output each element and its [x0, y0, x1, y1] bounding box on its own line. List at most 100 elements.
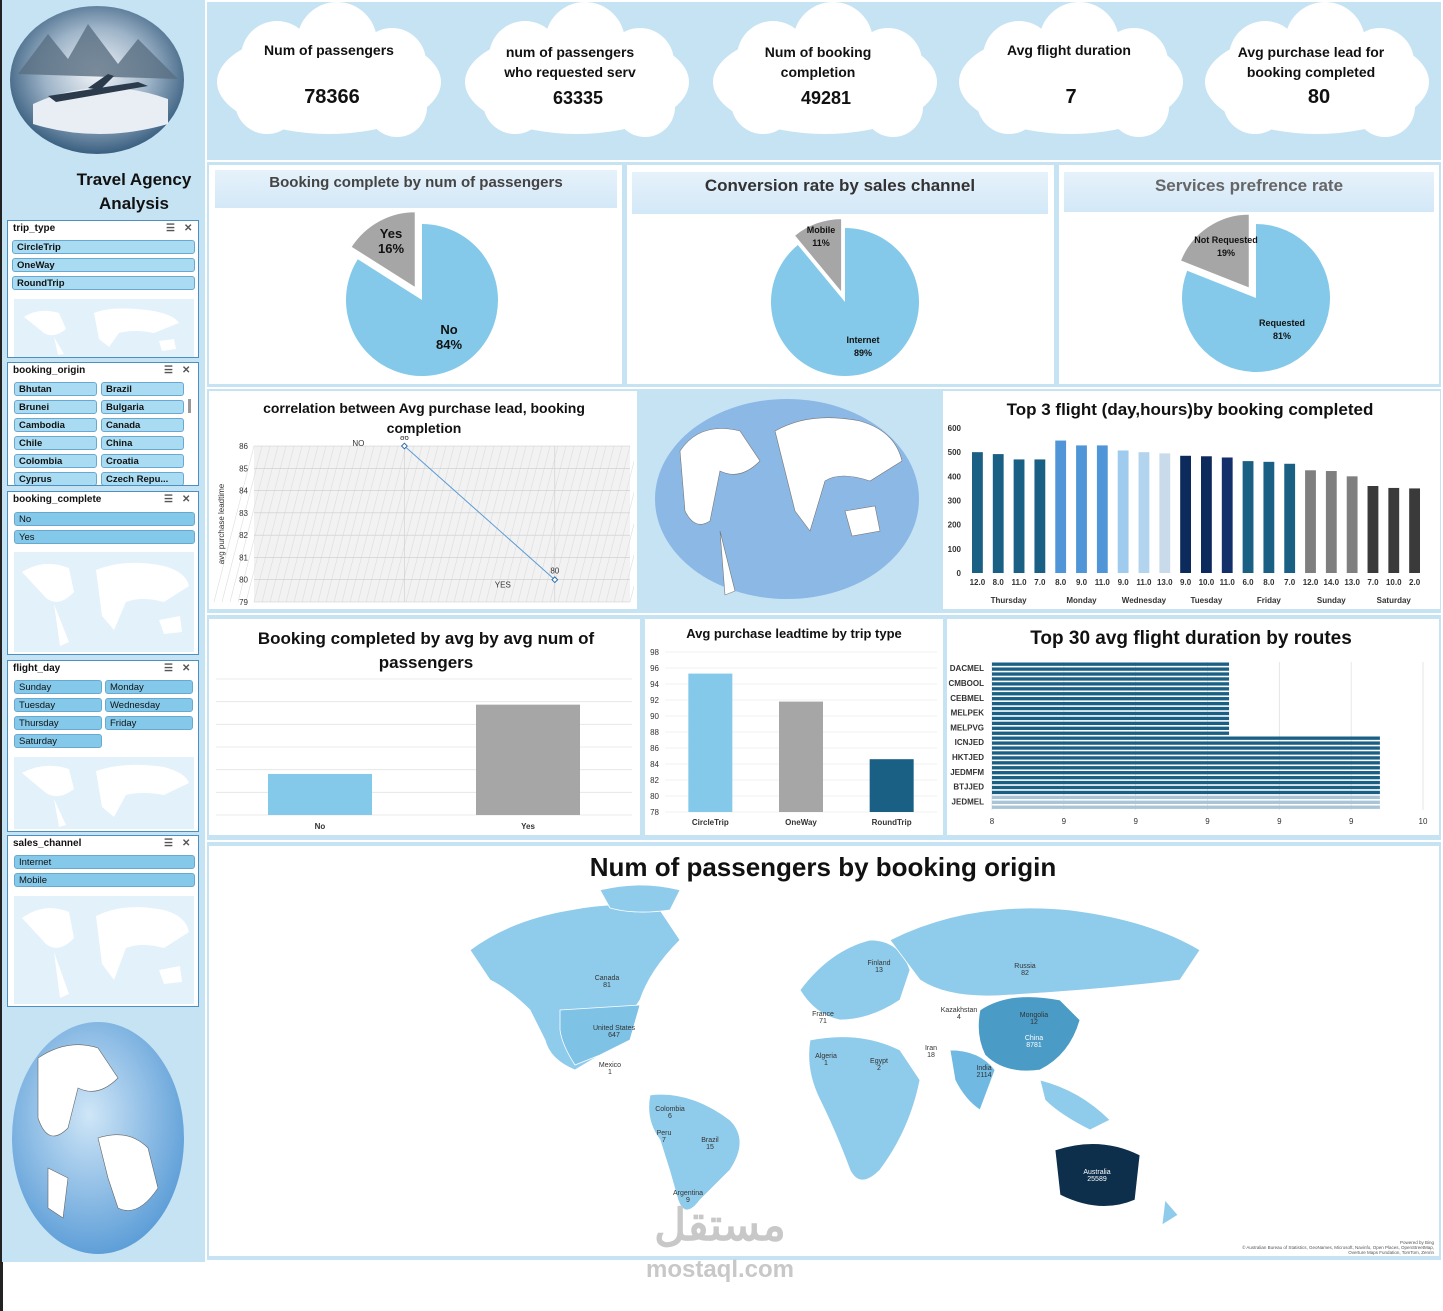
- slicer-item[interactable]: Tuesday: [14, 698, 102, 712]
- clear-filter-icon[interactable]: ✕: [182, 494, 191, 505]
- hatch-line: [517, 445, 559, 603]
- series-line: [404, 445, 556, 581]
- slicer-header: flight_day ☰ ✕: [8, 661, 198, 681]
- slicer-header: booking_origin ☰ ✕: [8, 363, 198, 383]
- slicer-item[interactable]: No: [14, 512, 195, 526]
- hatch-line: [317, 445, 359, 603]
- slicer-header: sales_channel ☰ ✕: [8, 836, 198, 856]
- clear-filter-icon[interactable]: ✕: [182, 838, 191, 849]
- bar: [1388, 487, 1400, 573]
- bar: [992, 756, 1380, 760]
- kpi-value: 78366: [304, 86, 360, 108]
- hatch-line: [453, 445, 495, 603]
- bar: [992, 805, 1380, 809]
- slicer-item[interactable]: Bulgaria: [101, 400, 184, 414]
- x-tick-label: 10.0: [1199, 578, 1215, 587]
- map-label: Argentina 9: [673, 1190, 703, 1204]
- map-credit: Powered by Bing © Australian Bureau of St…: [1242, 1240, 1434, 1255]
- slicer-item[interactable]: Brazil: [101, 382, 184, 396]
- hatch-line: [269, 445, 311, 603]
- slicer-item[interactable]: Brunei: [14, 400, 97, 414]
- slicer-item[interactable]: Sunday: [14, 680, 102, 694]
- multi-select-icon[interactable]: ☰: [164, 494, 173, 505]
- app-title-line2: Analysis: [99, 194, 169, 213]
- x-tick-label: 9.0: [1076, 578, 1088, 587]
- slicer-item[interactable]: Yes: [14, 530, 195, 544]
- slicer-item[interactable]: Internet: [14, 855, 195, 869]
- clear-filter-icon[interactable]: ✕: [184, 223, 193, 234]
- slicer-item[interactable]: Chile: [14, 436, 97, 450]
- y-tick-label: 88: [650, 728, 659, 737]
- hatch-line: [293, 445, 335, 603]
- slicer-item[interactable]: Mobile: [14, 873, 195, 887]
- hatch-line: [365, 445, 407, 603]
- slicer-item[interactable]: Bhutan: [14, 382, 97, 396]
- chart-title: Top 30 avg flight duration by routes: [1030, 628, 1352, 649]
- slicer-item[interactable]: Colombia: [14, 454, 97, 468]
- slicer-item[interactable]: Cyprus: [14, 472, 97, 485]
- slicer-item[interactable]: China: [101, 436, 184, 450]
- slicer-item[interactable]: OneWay: [12, 258, 195, 272]
- map-label: Russia 82: [1014, 963, 1036, 977]
- hatch-line: [349, 445, 391, 603]
- bar: [992, 697, 1230, 701]
- chart-title: correlation between Avg purchase lead, b…: [263, 400, 585, 436]
- slicer-item[interactable]: Saturday: [14, 734, 102, 748]
- clear-filter-icon[interactable]: ✕: [182, 365, 191, 376]
- multi-select-icon[interactable]: ☰: [164, 365, 173, 376]
- slicer-item[interactable]: Croatia: [101, 454, 184, 468]
- chart-title: Conversion rate by sales channel: [704, 176, 976, 195]
- hatch-line: [565, 445, 607, 603]
- group-label: Sunday: [1317, 596, 1346, 605]
- map-label: Peru 7: [656, 1130, 672, 1144]
- slicer-world-map-decoration: [14, 757, 194, 829]
- slicer-scrollbar[interactable]: [188, 399, 191, 413]
- kpi-label: num of passengers who requested serv: [504, 44, 636, 80]
- y-tick-label: 80: [239, 576, 248, 585]
- slicer-item[interactable]: Monday: [105, 680, 193, 694]
- hatch-line: [213, 445, 255, 603]
- y-tick-label: HKTJED: [952, 753, 984, 762]
- pie-slice-no: [346, 224, 498, 376]
- hatch-line: [221, 445, 263, 603]
- pie-slice-label-not-requested: Not Requested 19%: [1194, 235, 1258, 258]
- hatch-line: [613, 522, 634, 603]
- chart-title: Booking complete by num of passengers: [269, 174, 563, 191]
- watermark-latin: mostaql.com: [645, 1256, 795, 1283]
- kpi-label: Num of passengers: [264, 42, 394, 58]
- hatch-line: [373, 445, 415, 603]
- slicer-world-map-decoration: [14, 299, 194, 357]
- clear-filter-icon[interactable]: ✕: [182, 663, 191, 674]
- slicer-item[interactable]: Canada: [101, 418, 184, 432]
- bar: [992, 706, 1230, 711]
- multi-select-icon[interactable]: ☰: [164, 663, 173, 674]
- slicer-item[interactable]: CircleTrip: [12, 240, 195, 254]
- hatch-line: [325, 445, 367, 603]
- kpi-value: 7: [1065, 86, 1077, 108]
- globe-decoration-image: [12, 1022, 184, 1254]
- slicer-item[interactable]: Cambodia: [14, 418, 97, 432]
- slicer-item[interactable]: Thursday: [14, 716, 102, 730]
- kpi-value: 49281: [800, 88, 852, 108]
- multi-select-icon[interactable]: ☰: [164, 838, 173, 849]
- slicer-item[interactable]: RoundTrip: [12, 276, 195, 290]
- multi-select-icon[interactable]: ☰: [166, 223, 175, 234]
- y-tick-label: 79: [239, 598, 248, 607]
- bar: [1242, 461, 1254, 573]
- left-edge-divider: [0, 0, 3, 1311]
- hatch-line: [333, 445, 375, 603]
- slicer-title: booking_origin: [13, 365, 86, 376]
- bar: [1325, 471, 1337, 573]
- kpi-clouds: [217, 2, 1429, 137]
- hatch-line: [525, 445, 567, 603]
- map-region-india: [949, 1049, 996, 1111]
- slicer-item[interactable]: Wednesday: [105, 698, 193, 712]
- chart-title: Services prefrence rate: [1154, 176, 1344, 195]
- hatch-line: [261, 445, 303, 603]
- slicer-item[interactable]: Friday: [105, 716, 193, 730]
- hatch-line: [589, 445, 631, 603]
- slicer-item[interactable]: Czech Repu...: [101, 472, 184, 485]
- pie-slice-requested: [1182, 224, 1330, 372]
- slicer-world-map-decoration: [14, 552, 194, 652]
- bar: [1263, 461, 1275, 573]
